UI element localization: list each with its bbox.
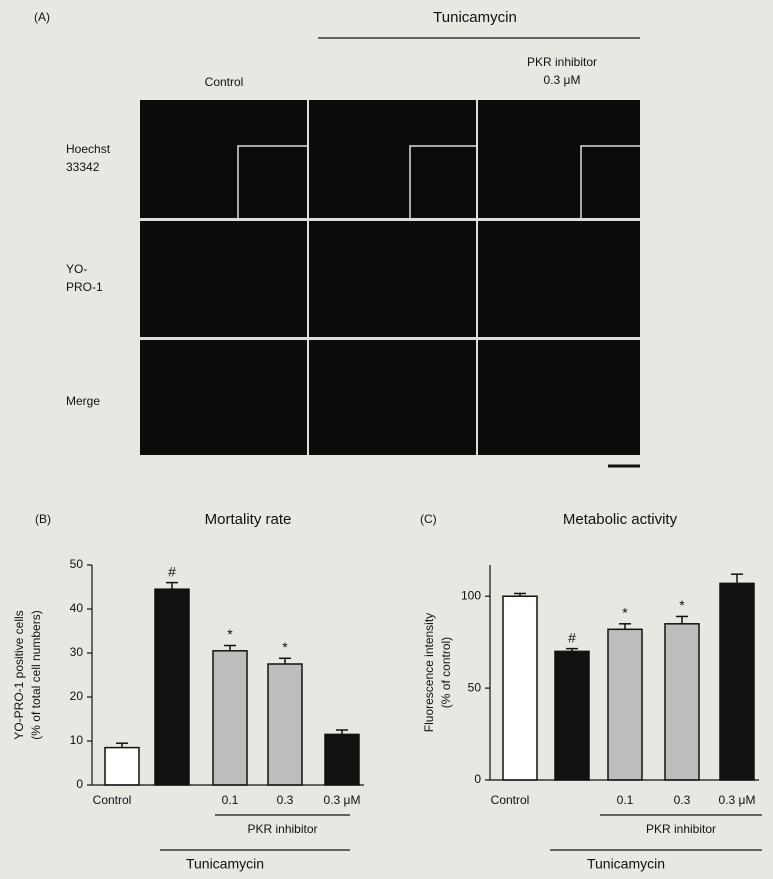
- group-label: Tunicamycin: [587, 856, 665, 872]
- column-label: PKR inhibitor: [527, 55, 597, 69]
- row-label: Merge: [66, 394, 100, 408]
- panel-label: (B): [35, 512, 51, 526]
- y-axis-label: (% of total cell numbers): [29, 610, 43, 739]
- x-tick-label: 0.3 μM: [719, 793, 756, 807]
- x-tick-label: 0.3: [277, 793, 294, 807]
- bar: [720, 583, 754, 780]
- panel-label: (A): [34, 10, 50, 24]
- row-label: Hoechst: [66, 142, 111, 156]
- y-axis-label: (% of control): [439, 637, 453, 708]
- significance-marker: #: [568, 629, 576, 645]
- bar: [503, 596, 537, 780]
- group-label: Tunicamycin: [186, 856, 264, 872]
- x-tick-label: Control: [93, 793, 132, 807]
- bar: [213, 651, 247, 785]
- significance-marker: *: [679, 597, 685, 613]
- column-label: 0.3 μM: [544, 73, 581, 87]
- bar: [665, 624, 699, 780]
- y-tick-label: 0: [474, 772, 481, 786]
- y-tick-label: 0: [76, 777, 83, 791]
- micrographs: [140, 100, 640, 455]
- chart-title: Mortality rate: [205, 511, 292, 528]
- group-label: PKR inhibitor: [247, 822, 317, 836]
- y-axis-label: YO-PRO-1 positive cells: [12, 610, 26, 739]
- row-label: YO-: [66, 262, 87, 276]
- bar: [268, 664, 302, 785]
- x-tick-label: 0.3: [674, 793, 691, 807]
- y-tick-label: 50: [468, 680, 482, 694]
- group-label: PKR inhibitor: [646, 822, 716, 836]
- column-label: Control: [205, 75, 244, 89]
- significance-marker: *: [622, 605, 628, 621]
- bar: [325, 734, 359, 785]
- bar: [155, 589, 189, 785]
- y-tick-label: 20: [70, 689, 84, 703]
- significance-marker: #: [168, 563, 176, 579]
- bar: [105, 748, 139, 785]
- y-axis-label: Fluorescence intensity: [422, 613, 436, 732]
- row-label: 33342: [66, 160, 100, 174]
- y-tick-label: 10: [70, 733, 84, 747]
- chart-title: Metabolic activity: [563, 511, 678, 528]
- bar: [555, 651, 589, 780]
- treatment-label: Tunicamycin: [433, 9, 517, 26]
- row-label: PRO-1: [66, 280, 103, 294]
- significance-marker: *: [227, 626, 233, 642]
- y-tick-label: 100: [461, 588, 481, 602]
- bar: [608, 629, 642, 780]
- y-tick-label: 50: [70, 557, 84, 571]
- figure: (A) Tunicamycin Control PKR inhibitor 0.3 …: [0, 0, 773, 879]
- y-tick-label: 30: [70, 645, 84, 659]
- panel-label: (C): [420, 512, 437, 526]
- x-tick-label: Control: [491, 793, 530, 807]
- x-tick-label: 0.1: [222, 793, 239, 807]
- significance-marker: *: [282, 639, 288, 655]
- x-tick-label: 0.3 μM: [324, 793, 361, 807]
- x-tick-label: 0.1: [617, 793, 634, 807]
- y-tick-label: 40: [70, 601, 84, 615]
